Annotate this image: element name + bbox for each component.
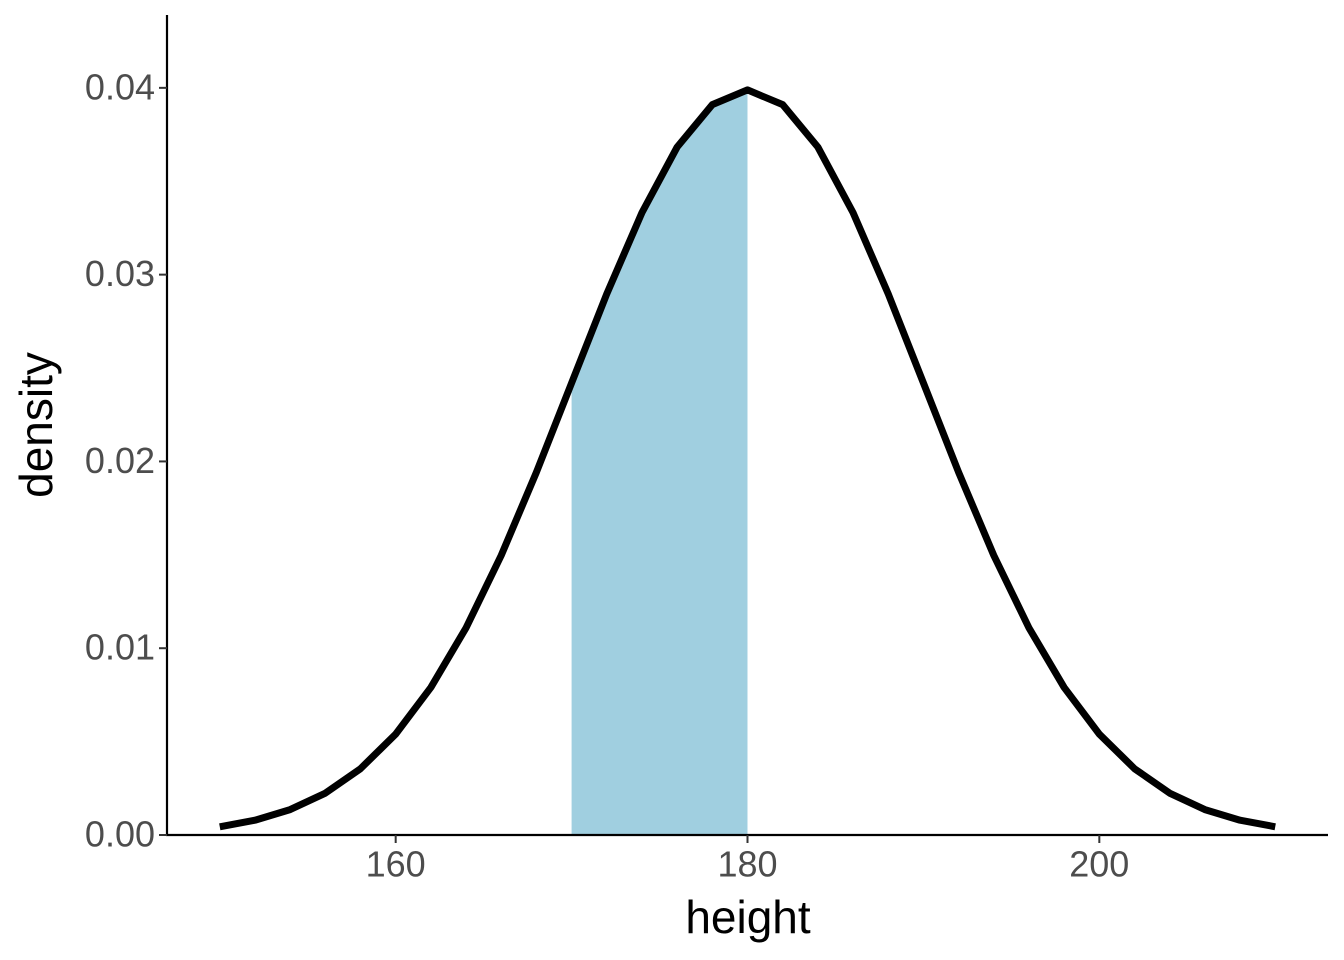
x-axis-title: height (685, 891, 811, 943)
y-tick-label: 0.02 (85, 440, 155, 481)
x-tick-label: 180 (717, 844, 777, 885)
y-tick-label: 0.01 (85, 627, 155, 668)
density-curve (219, 86, 1276, 831)
x-tick-label: 160 (366, 844, 426, 885)
y-tick-label: 0.04 (85, 66, 155, 107)
y-tick-label: 0.03 (85, 253, 155, 294)
y-axis-title: density (10, 352, 62, 498)
x-tick-label: 200 (1069, 844, 1129, 885)
y-tick-label: 0.00 (85, 814, 155, 855)
